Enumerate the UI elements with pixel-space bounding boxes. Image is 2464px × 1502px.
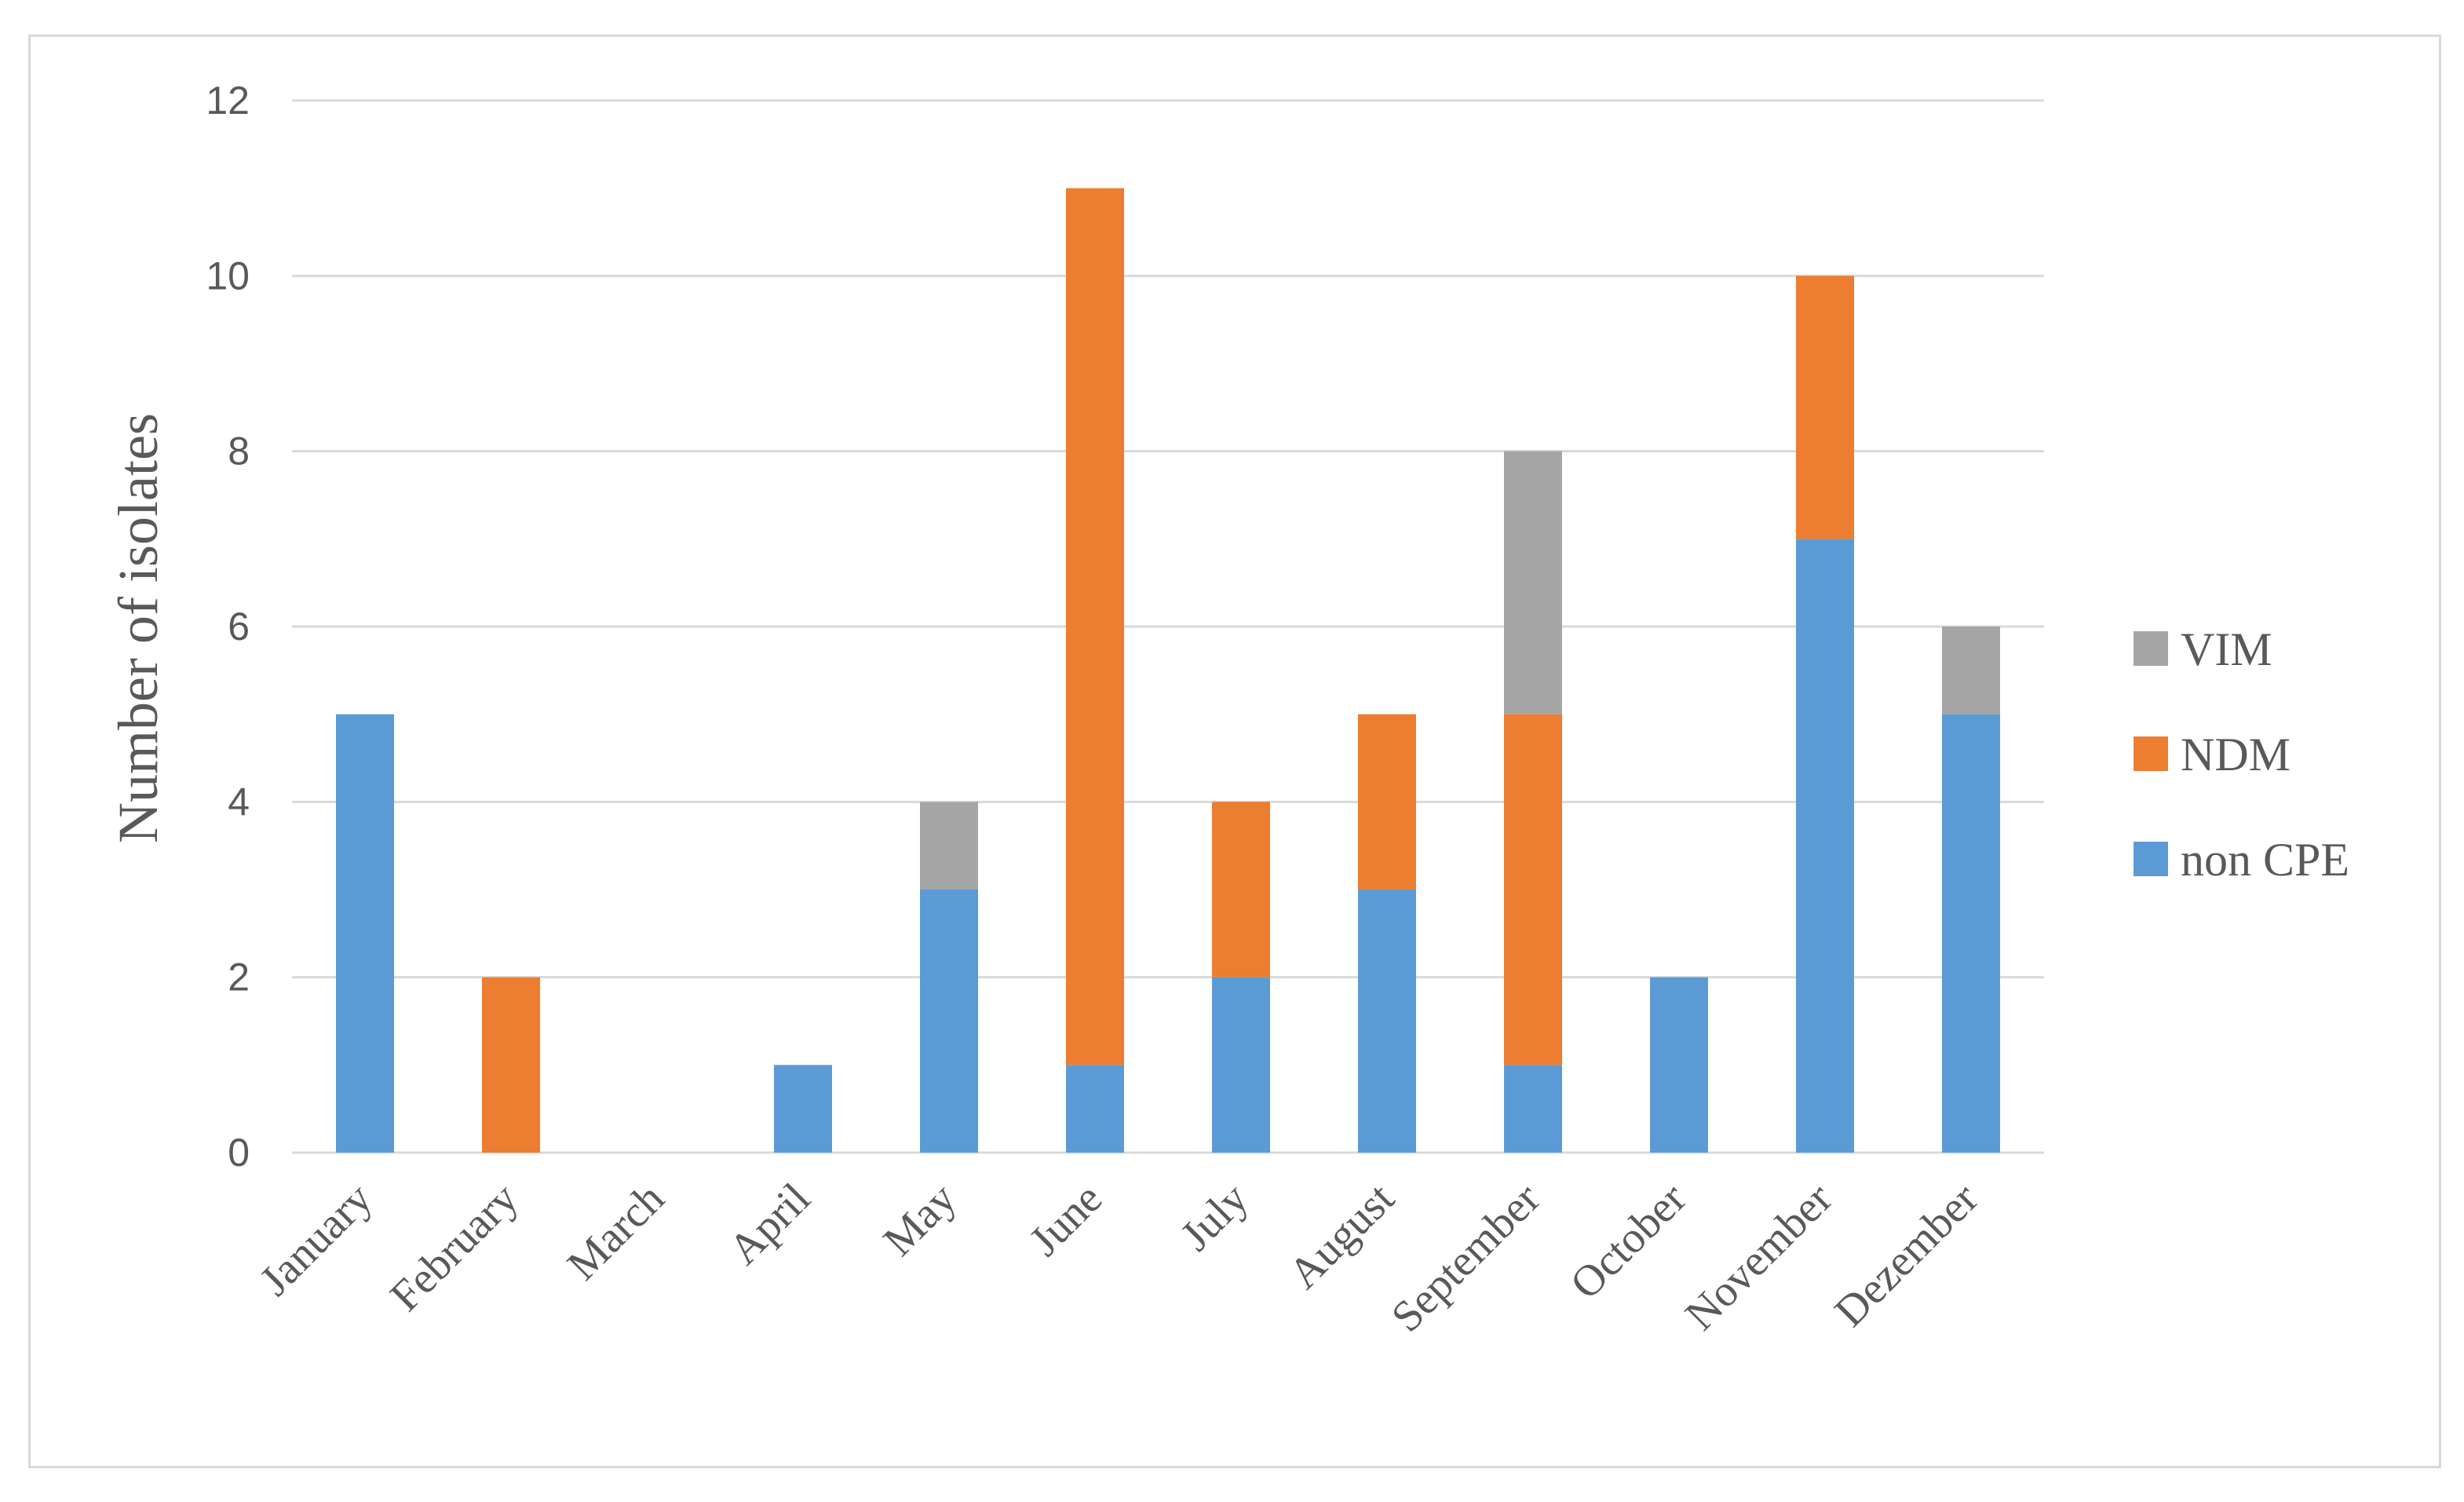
bar-non-cpe-october: [1650, 977, 1708, 1153]
bar-ndm-june: [1066, 188, 1124, 1065]
legend: VIM NDM non CPE: [2134, 623, 2349, 886]
bar-ndm-september: [1504, 714, 1562, 1065]
x-tick-labels: January February March April May June July Augu…: [250, 1174, 1988, 1341]
y-tick-label: 0: [228, 1131, 250, 1175]
x-tick-label: April: [720, 1174, 820, 1274]
y-tick-label: 12: [206, 79, 250, 122]
bar-non-cpe-july: [1212, 977, 1270, 1153]
x-tick-label: August: [1279, 1174, 1404, 1299]
bar-vim-september: [1504, 451, 1562, 714]
x-tick-label: March: [558, 1174, 673, 1289]
x-tick-label: May: [874, 1174, 966, 1265]
bar-non-cpe-september: [1504, 1065, 1562, 1153]
bar-ndm-november: [1796, 276, 1854, 539]
x-tick-label: January: [250, 1174, 381, 1305]
bar-non-cpe-january: [336, 714, 394, 1153]
chart-frame: [28, 35, 2441, 1468]
y-axis-label: Number of isolates: [107, 413, 170, 843]
bars: [336, 188, 2000, 1153]
legend-label: non CPE: [2181, 834, 2349, 886]
bar-vim-dezember: [1942, 627, 2000, 714]
legend-swatch-non-cpe: [2134, 842, 2168, 876]
x-tick-label: July: [1171, 1174, 1258, 1260]
legend-swatch-vim: [2134, 631, 2168, 666]
legend-swatch-ndm: [2134, 736, 2168, 771]
bar-vim-may: [920, 802, 978, 890]
x-tick-label: September: [1382, 1174, 1550, 1341]
legend-label: NDM: [2181, 729, 2291, 780]
bar-non-cpe-june: [1066, 1065, 1124, 1153]
bar-ndm-february: [482, 977, 540, 1153]
y-tick-label: 4: [228, 780, 250, 824]
y-tick-label: 6: [228, 605, 250, 649]
bar-ndm-july: [1212, 802, 1270, 978]
y-tick-label: 8: [228, 429, 250, 473]
gridlines: [292, 99, 2044, 1154]
bar-ndm-august: [1358, 714, 1416, 890]
y-tick-labels: 0 2 4 6 8 10 12: [206, 79, 250, 1175]
bar-non-cpe-august: [1358, 890, 1416, 1153]
bar-non-cpe-may: [920, 890, 978, 1153]
x-tick-label: February: [381, 1174, 527, 1321]
legend-label: VIM: [2181, 623, 2272, 675]
x-tick-label: June: [1020, 1174, 1112, 1265]
bar-non-cpe-november: [1796, 539, 1854, 1153]
x-tick-label: October: [1561, 1174, 1696, 1309]
y-tick-label: 2: [228, 956, 250, 1000]
x-tick-label: November: [1676, 1174, 1842, 1339]
x-tick-label: Dezember: [1826, 1174, 1988, 1336]
bar-non-cpe-april: [774, 1065, 832, 1153]
bar-non-cpe-dezember: [1942, 714, 2000, 1153]
y-tick-label: 10: [206, 254, 250, 298]
